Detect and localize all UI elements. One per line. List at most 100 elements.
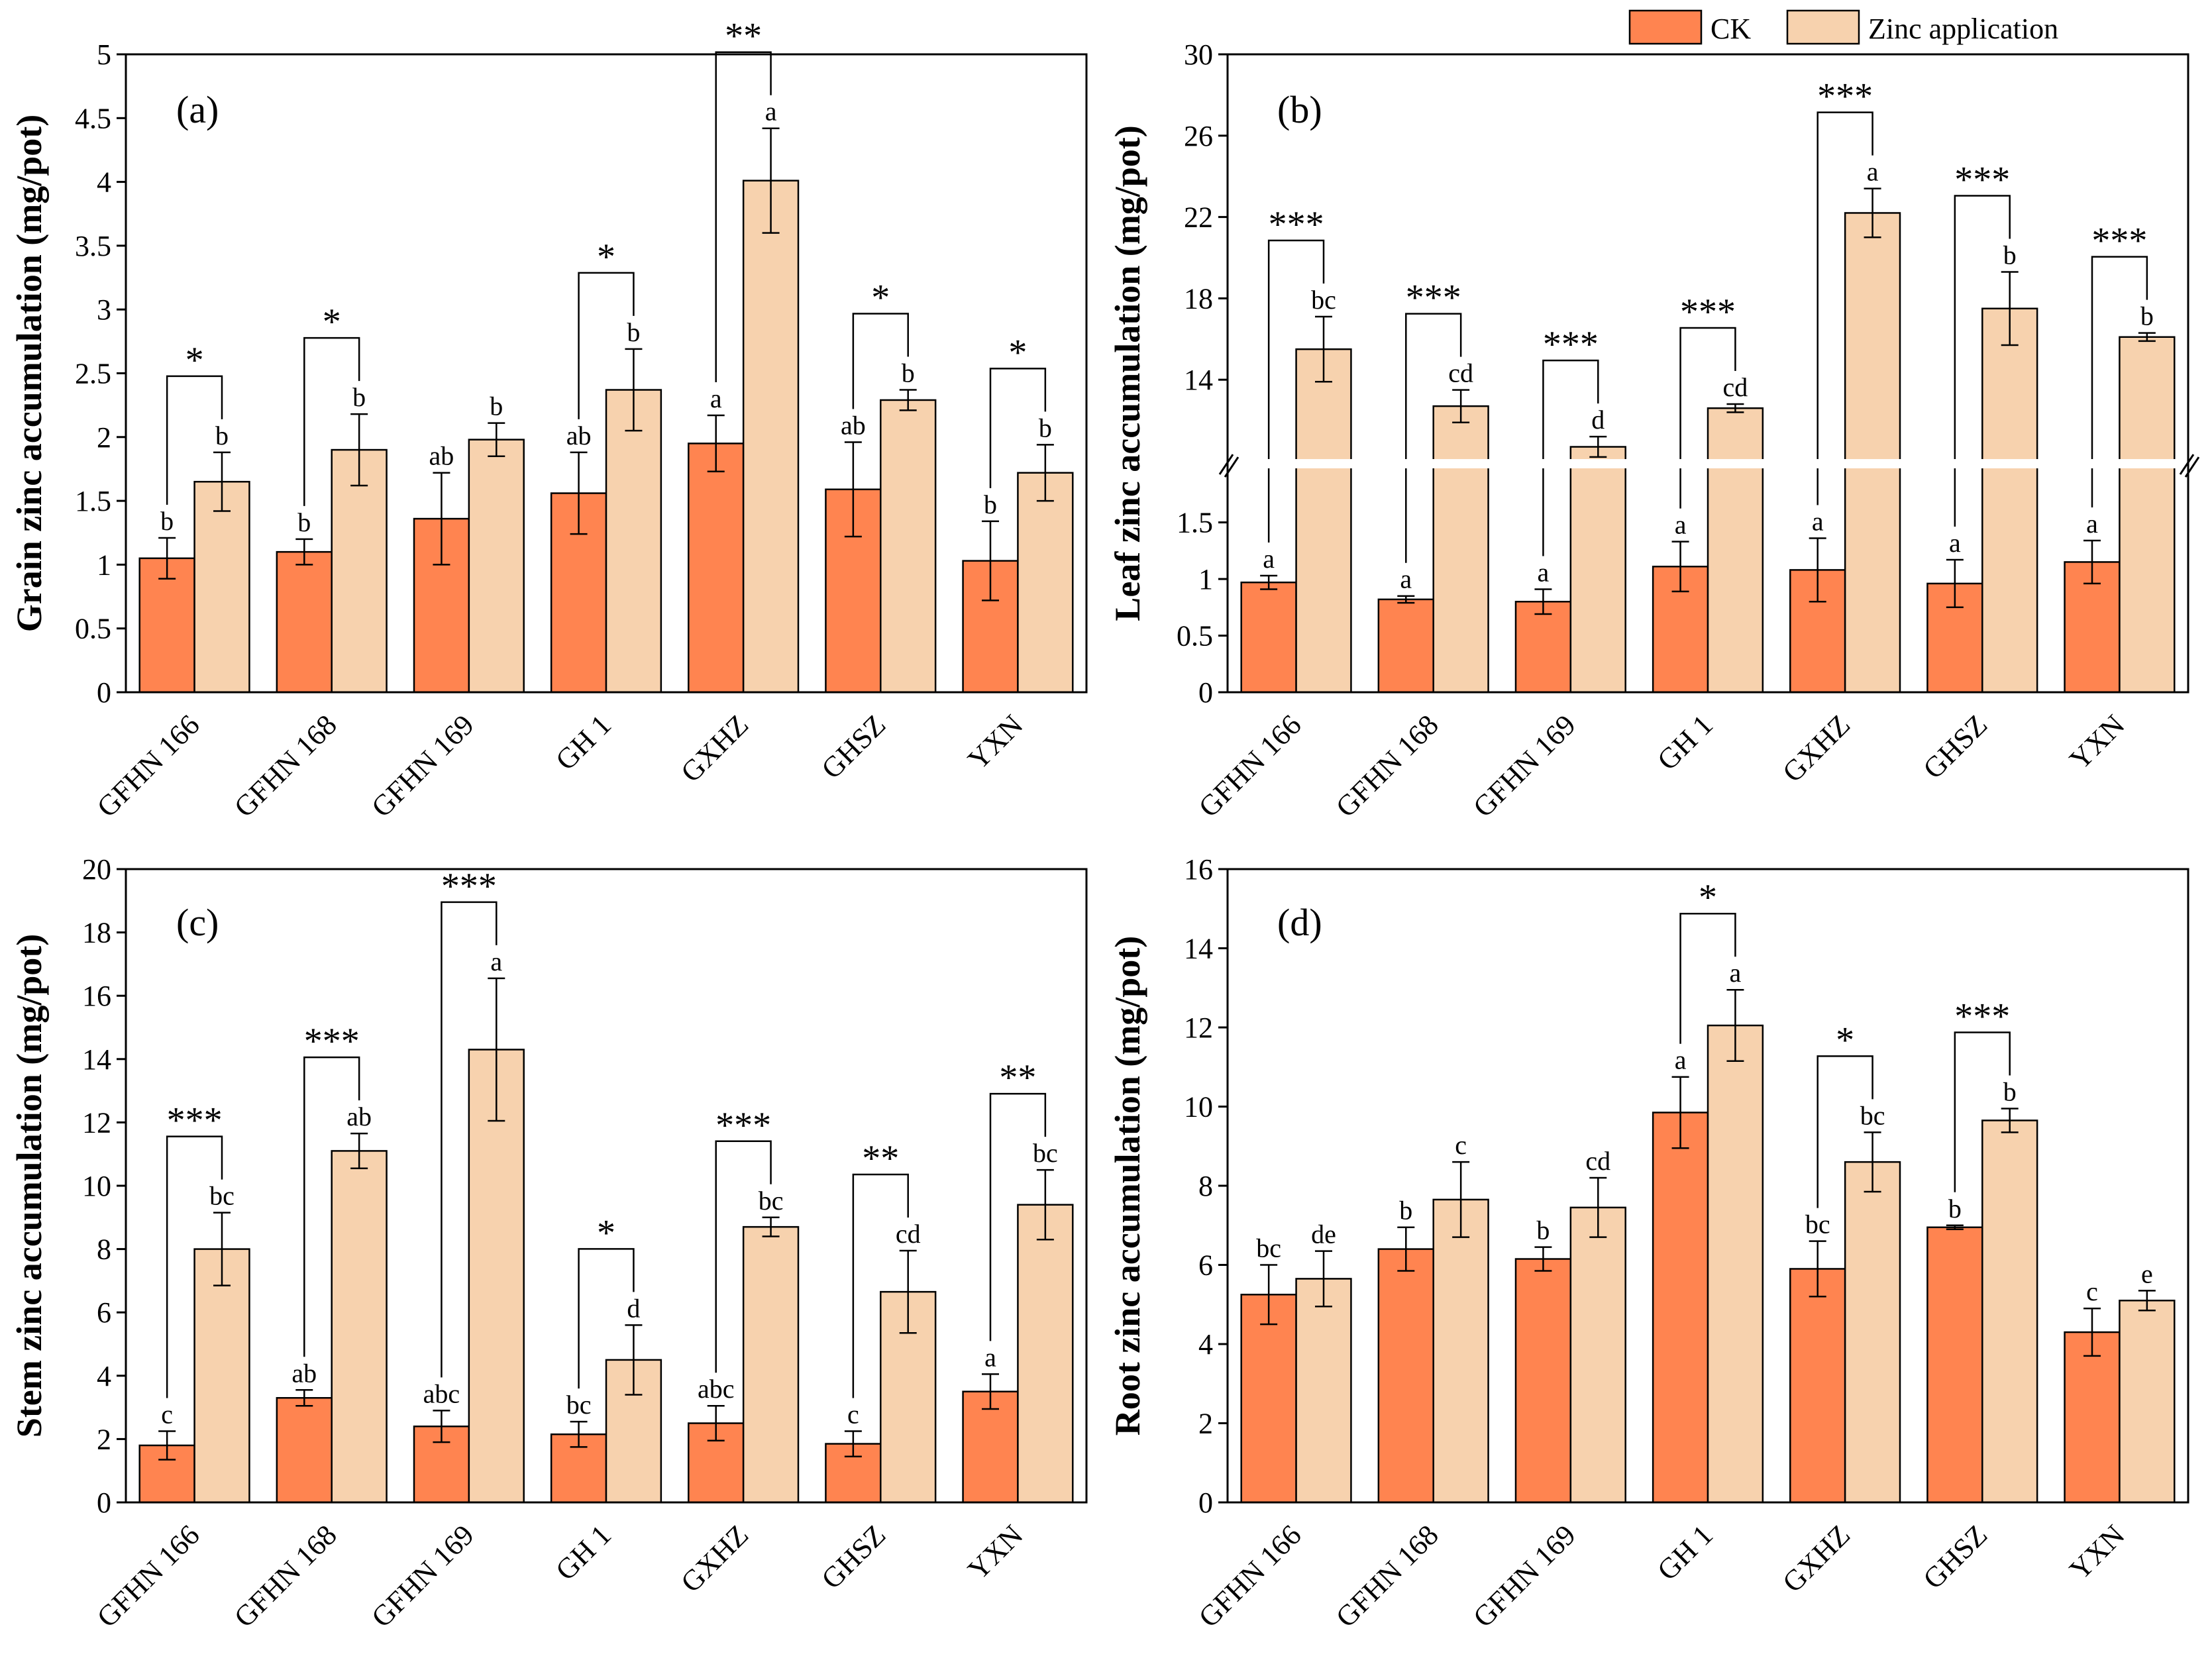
- significance-stars: ***: [1817, 76, 1873, 117]
- category-label: GH 1: [1651, 708, 1719, 776]
- panel-letter: (b): [1277, 88, 1322, 131]
- significance-letter: a: [490, 947, 502, 976]
- bar-zinc: [468, 1049, 525, 1504]
- significance-letter: abc: [698, 1374, 735, 1404]
- category-label: YXN: [961, 708, 1029, 776]
- y-tick-label: 0.5: [1177, 620, 1213, 652]
- plot-frame: [1226, 53, 2189, 694]
- significance-letter: b: [2003, 240, 2017, 270]
- y-tick-label: 16: [82, 980, 111, 1012]
- bar-ck: [1377, 598, 1434, 694]
- significance-letter: bc: [1256, 1233, 1281, 1263]
- bar-zinc: [1569, 446, 1626, 694]
- significance-letter: b: [1948, 1194, 1962, 1223]
- category-label: GFHN 169: [365, 708, 480, 823]
- y-tick-label: 20: [82, 853, 111, 886]
- significance-letter: d: [627, 1293, 640, 1323]
- category-label: GFHN 166: [91, 708, 206, 823]
- significance-stars: ***: [1543, 324, 1599, 365]
- y-tick-label: 8: [1198, 1170, 1213, 1202]
- significance-stars: *: [1836, 1019, 1854, 1061]
- bar-zinc: [1707, 1024, 1764, 1504]
- bar-zinc: [742, 1225, 800, 1504]
- y-tick-label: 10: [1184, 1091, 1213, 1123]
- category-label: YXN: [961, 1518, 1029, 1586]
- bar-zinc: [331, 1150, 388, 1504]
- y-tick-label: 4: [1198, 1328, 1213, 1361]
- y-axis-label: Leaf zinc accumulation (mg/pot): [1108, 125, 1147, 621]
- category-label: YXN: [2063, 1518, 2131, 1586]
- bar-ck: [1240, 581, 1297, 694]
- category-label: GHSZ: [815, 708, 892, 785]
- significance-stars: *: [185, 340, 204, 381]
- significance-letter: ab: [291, 1358, 317, 1388]
- y-tick-label: 2.5: [75, 358, 111, 390]
- y-axis-label: Stem zinc accumulation (mg/pot): [9, 934, 49, 1437]
- significance-stars: **: [725, 16, 762, 57]
- y-tick-label: 18: [82, 917, 111, 949]
- significance-stars: ***: [304, 1021, 360, 1062]
- significance-letter: c: [2086, 1276, 2098, 1306]
- significance-stars: *: [1699, 877, 1717, 918]
- significance-letter: a: [1538, 557, 1550, 587]
- significance-bracket: [1817, 111, 1873, 505]
- significance-stars: **: [862, 1138, 899, 1179]
- significance-bracket: [303, 337, 360, 506]
- y-tick-label: 12: [82, 1106, 111, 1139]
- y-tick-label: 5: [97, 38, 111, 71]
- category-label: GXHZ: [1776, 708, 1856, 788]
- bar-zinc: [1432, 1198, 1489, 1504]
- significance-bracket: [1954, 1031, 2011, 1192]
- category-label: YXN: [2063, 708, 2131, 776]
- significance-stars: *: [597, 236, 615, 278]
- bar-zinc: [1569, 1206, 1626, 1504]
- significance-letter: bc: [759, 1186, 784, 1216]
- significance-bracket: [1542, 359, 1599, 556]
- significance-letter: bc: [1311, 285, 1336, 315]
- significance-letter: de: [1311, 1220, 1336, 1249]
- bar-zinc: [1844, 1161, 1901, 1504]
- bar-ck: [1514, 601, 1572, 694]
- significance-bracket: [715, 51, 772, 383]
- bar-zinc: [1432, 405, 1489, 694]
- category-label: GFHN 168: [228, 1518, 343, 1634]
- category-label: GXHZ: [674, 708, 755, 788]
- category-label: GFHN 169: [1467, 1518, 1582, 1634]
- y-tick-label: 2: [1198, 1408, 1213, 1440]
- significance-bracket: [166, 1135, 223, 1398]
- significance-stars: ***: [2091, 221, 2147, 262]
- axis-break-mark: [1224, 456, 1239, 478]
- significance-bracket: [989, 1092, 1047, 1341]
- category-label: GH 1: [549, 1518, 617, 1587]
- significance-stars: ***: [1269, 204, 1324, 245]
- category-label: GFHN 166: [91, 1518, 206, 1634]
- significance-stars: ***: [1954, 160, 2010, 201]
- y-tick-label: 16: [1184, 853, 1213, 886]
- significance-bracket: [989, 368, 1047, 488]
- significance-letter: e: [2141, 1259, 2153, 1288]
- bar-zinc: [1295, 1278, 1352, 1504]
- y-tick-label: 2: [97, 421, 111, 454]
- bar-zinc: [880, 399, 937, 694]
- y-tick-label: 30: [1184, 38, 1213, 71]
- legend-label-ck: CK: [1711, 13, 1751, 45]
- bar-zinc: [331, 448, 388, 694]
- y-tick-label: 8: [97, 1233, 111, 1266]
- legend-swatch-ck: [1628, 9, 1703, 45]
- category-label: GHSZ: [1917, 708, 1993, 785]
- bar-zinc: [2119, 1300, 2176, 1504]
- significance-letter: ab: [566, 421, 592, 450]
- category-label: GH 1: [1651, 1518, 1719, 1587]
- significance-letter: b: [2003, 1076, 2017, 1106]
- axis-break-mark: [2179, 454, 2195, 475]
- significance-bracket: [1817, 1055, 1873, 1208]
- y-tick-label: 1.5: [1177, 507, 1213, 539]
- significance-letter: abc: [423, 1379, 460, 1408]
- significance-letter: b: [1536, 1216, 1550, 1245]
- y-tick-label: 0: [97, 1486, 111, 1519]
- legend: CK Zinc application: [1628, 9, 2058, 45]
- y-tick-label: 10: [82, 1170, 111, 1202]
